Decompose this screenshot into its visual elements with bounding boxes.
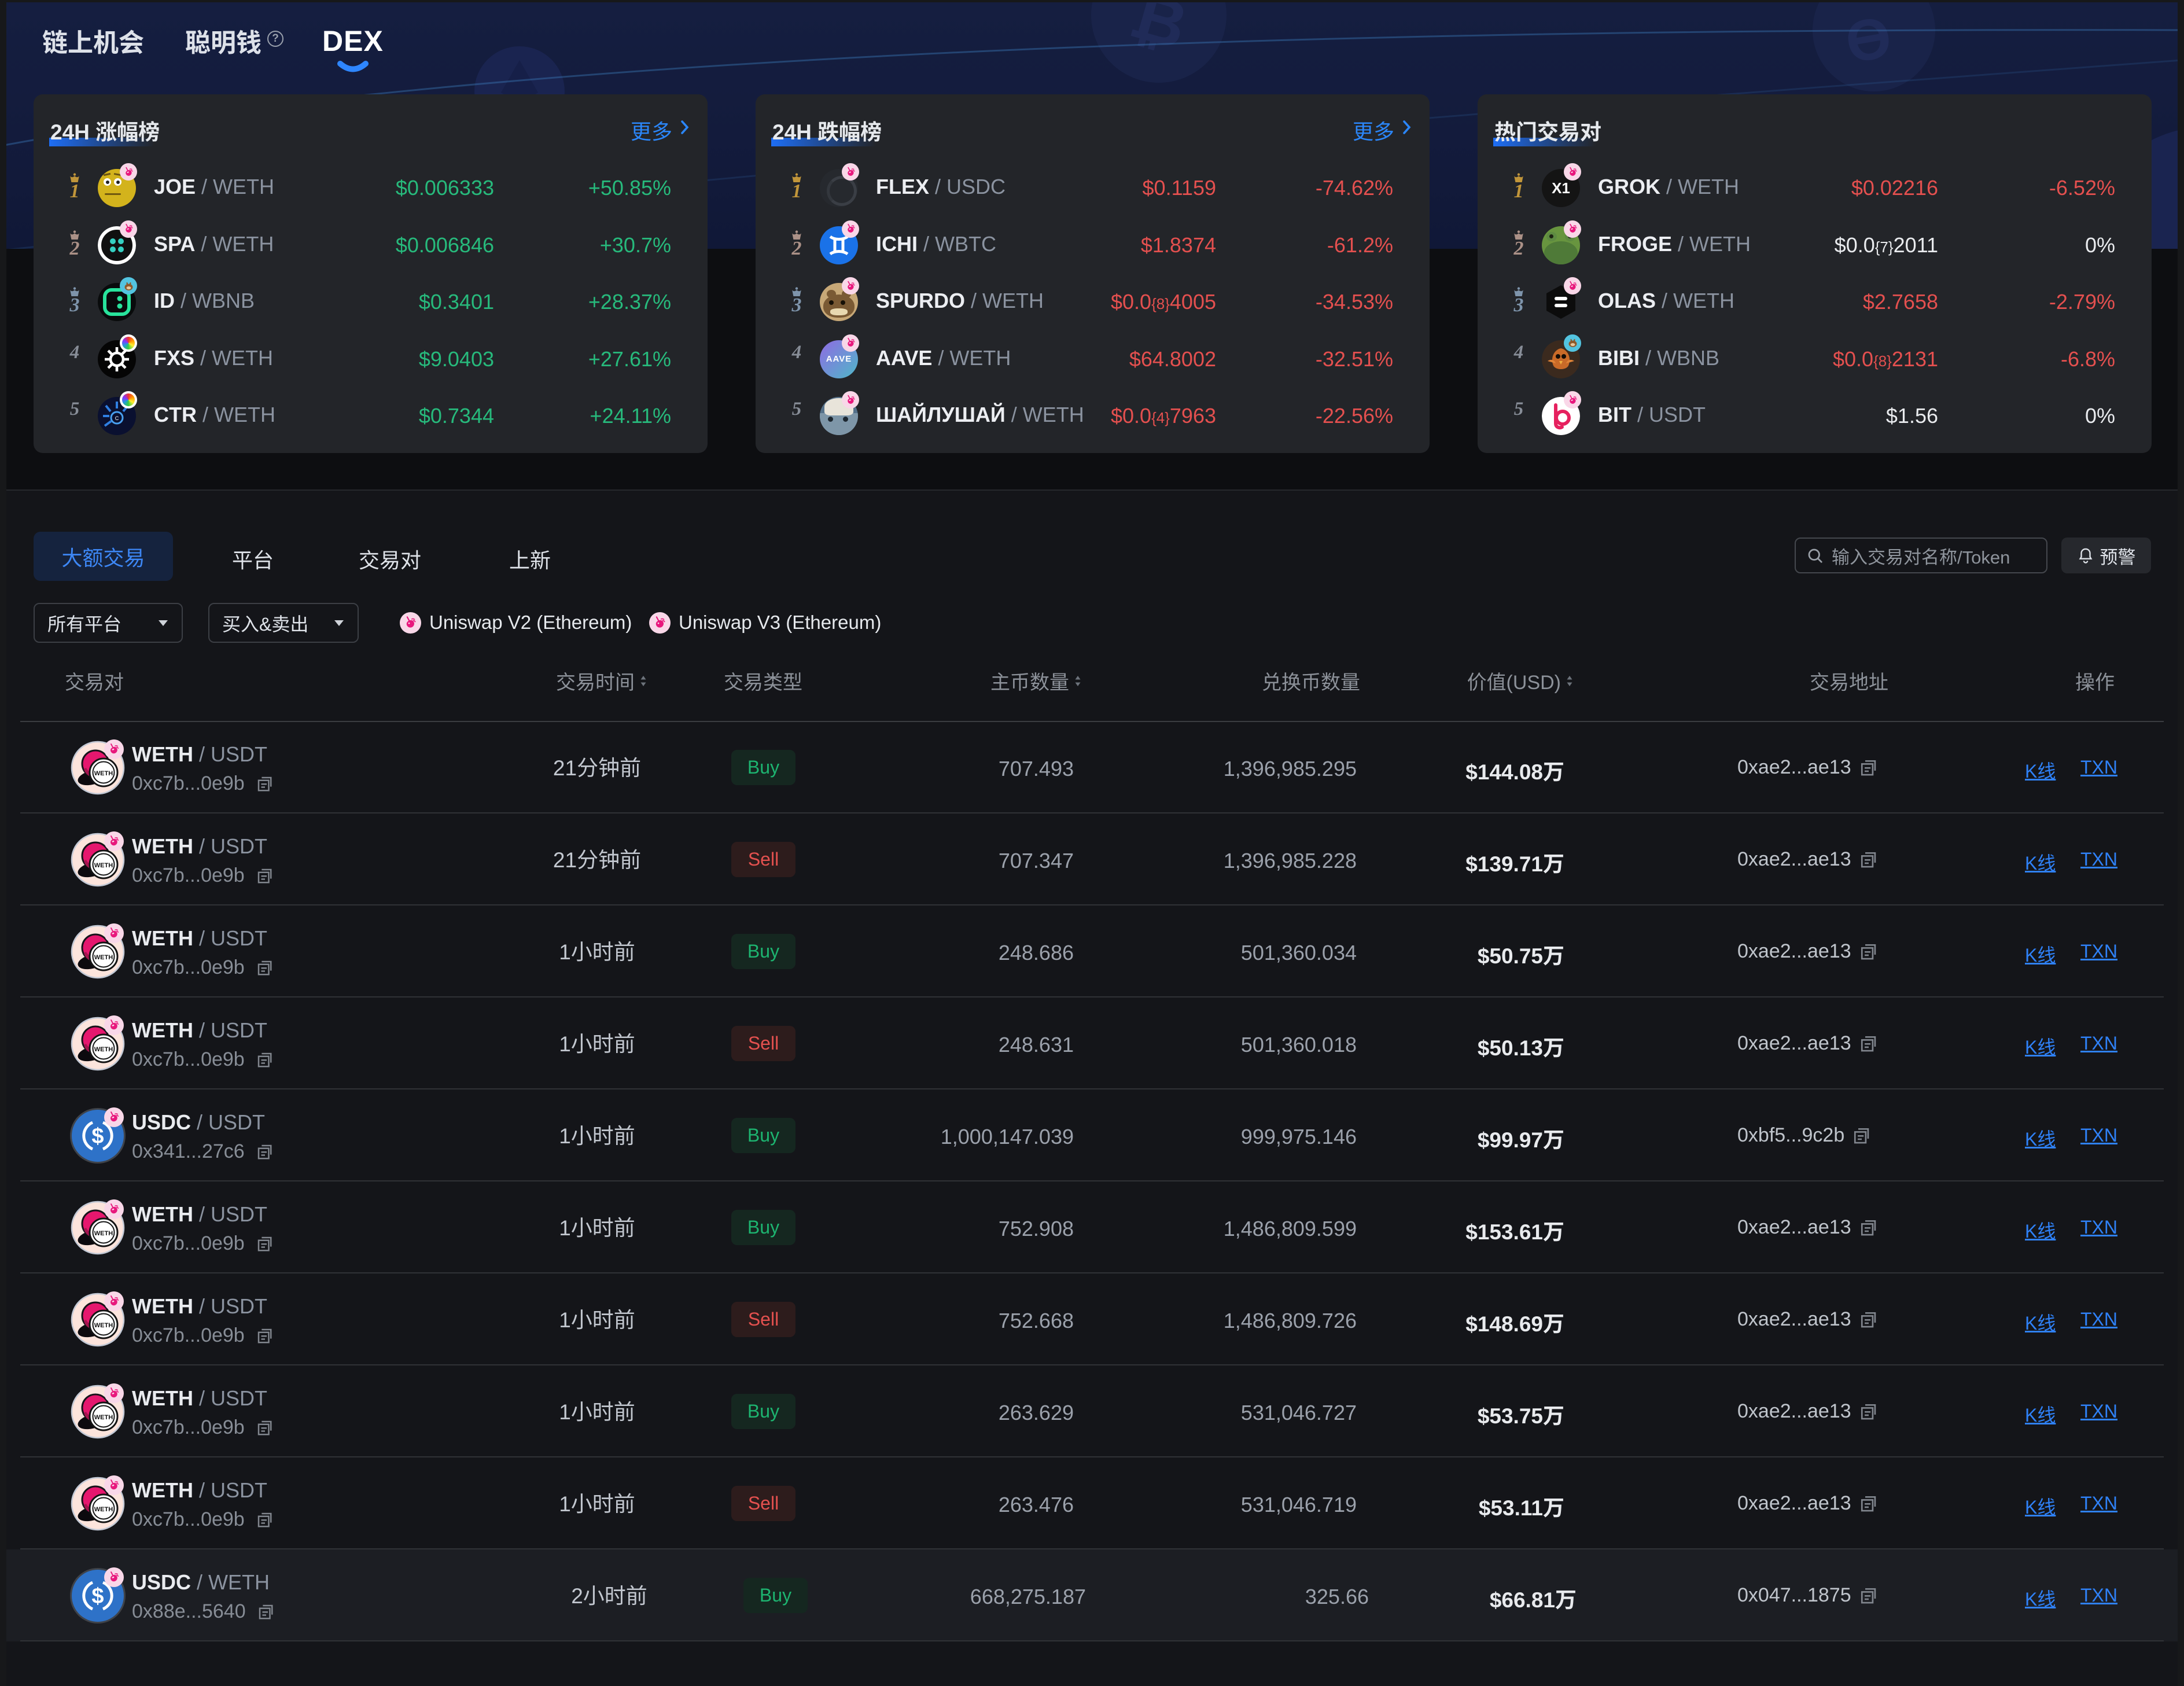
- svg-text:WETH: WETH: [94, 770, 113, 777]
- svg-text:WETH: WETH: [94, 1230, 113, 1237]
- svg-text:WETH: WETH: [94, 1506, 113, 1513]
- svg-text:$: $: [91, 1584, 104, 1608]
- svg-text:WETH: WETH: [94, 1414, 113, 1421]
- svg-text:WETH: WETH: [94, 1046, 113, 1053]
- svg-text:C: C: [115, 415, 119, 421]
- svg-text:WETH: WETH: [94, 1322, 113, 1329]
- svg-text:$: $: [91, 1124, 104, 1148]
- svg-text:WETH: WETH: [94, 862, 113, 869]
- svg-text:WETH: WETH: [94, 954, 113, 961]
